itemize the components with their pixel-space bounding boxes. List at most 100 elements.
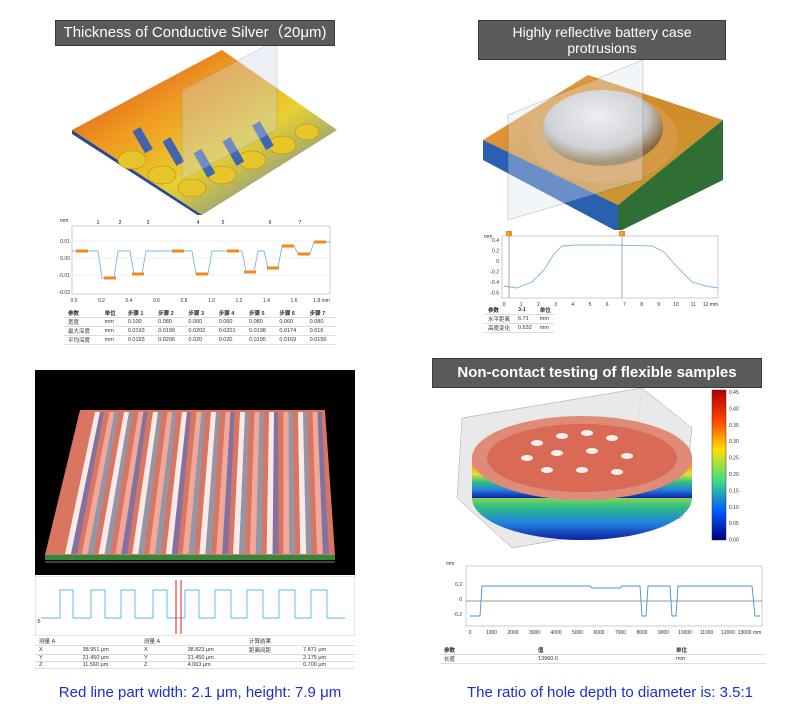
x-tick-label: 2000 <box>507 630 518 636</box>
groove-floor <box>255 412 264 554</box>
groove-wall <box>249 412 260 554</box>
colorbar-tick-label: 0.15 <box>729 488 739 494</box>
profile-marker-label: 1 <box>97 220 100 226</box>
battery-table-cell: 单位 <box>535 306 555 315</box>
groove-wall <box>98 412 129 554</box>
silver-table-row: 平均深度 mm 0.0193 0.0206 0.020 0.020 0.0195 0.0169… <box>64 335 336 345</box>
y-tick-label: 0.01 <box>60 239 70 245</box>
flexible-table-cell: 长度 <box>440 654 535 664</box>
silver-table-cell: 0.0198 <box>245 326 276 336</box>
flexible-table-cell: 单位 <box>671 646 766 655</box>
silver-table-row: 宽度 mm 0.100 0.080 0.060 0.060 0.080 0.060 0.080 <box>64 317 336 327</box>
red-line-table-cell: 测量 A <box>140 637 184 646</box>
y-tick-label: 0.00 <box>60 256 70 262</box>
profile-step-marker <box>76 249 88 253</box>
groove-wall <box>199 412 216 554</box>
red-line-table-cell: 4.063 μm <box>183 661 245 669</box>
groove-wall <box>149 412 173 554</box>
silver-table-cell: 0.060 <box>275 317 306 327</box>
red-line-table-cell: Y <box>35 654 79 662</box>
battery-case-title: Highly reflective battery case protrusio… <box>478 20 726 60</box>
x-tick-label: 8000 <box>636 630 647 636</box>
x-tick-label: 4000 <box>550 630 561 636</box>
flexible-profile-unit: mm <box>446 561 454 567</box>
red-line-table-cell: 0.700 μm <box>299 661 355 669</box>
groove-wall <box>283 412 290 554</box>
silver-table-cell: 0.080 <box>245 317 276 327</box>
silver-table-cell: 0.100 <box>123 317 155 327</box>
silver-table-cell: 0.0199 <box>154 326 185 336</box>
flexible-title: Non-contact testing of flexible samples <box>432 358 762 388</box>
conductive-silver-panel: Thickness of Conductive Silver（20μm) <box>52 10 342 215</box>
red-line-table-cell: 测量 A <box>35 637 79 646</box>
red-line-table-cell <box>245 654 300 662</box>
red-line-table-cell: X <box>140 645 184 655</box>
colorbar-tick-label: 0.10 <box>729 505 739 511</box>
colorbar-tick-label: 0.00 <box>729 538 739 544</box>
flexible-table-cell: mm <box>671 654 766 664</box>
colorbar-tick-label: 0.05 <box>729 521 739 527</box>
groove-floor <box>104 412 133 554</box>
red-line-table-cell <box>245 661 300 669</box>
x-tick-label: 12 mm <box>703 302 718 308</box>
silver-table-cell: 0.016 <box>305 326 336 336</box>
profile-step-marker <box>244 270 256 274</box>
groove-floor <box>71 412 104 554</box>
colorbar-tick-label: 0.30 <box>729 439 739 445</box>
colorbar-tick-label: 0.45 <box>729 390 739 396</box>
profile-marker-label: 7 <box>299 220 302 226</box>
x-tick-label: 0.6 <box>153 298 160 304</box>
silver-table-cell: 步骤 5 <box>245 309 276 318</box>
y-tick-label: 0 <box>459 597 462 603</box>
x-tick-label: 0.0 <box>71 298 78 304</box>
conductive-silver-table: 参数 单位 步骤 1 步骤 2 步骤 3 步骤 4 步骤 5 步骤 6 步骤 7 宽度 mm 0.10… <box>64 309 336 345</box>
red-line-table-cell: 21.450 μm <box>183 654 245 662</box>
x-tick-label: 4 <box>571 302 574 308</box>
silver-table-cell: 最大深度 <box>64 326 101 336</box>
battery-marker-right: 2 <box>621 231 624 236</box>
x-tick-label: 1.4 <box>263 298 270 304</box>
silver-table-cell: 0.0174 <box>275 326 306 336</box>
battery-table-row: 水平距离 6.71 mm <box>484 314 555 324</box>
y-tick-label: -0.02 <box>59 290 71 296</box>
groove-wall <box>165 412 187 554</box>
x-tick-label: 1000 <box>486 630 497 636</box>
silver-table-cell: 0.0193 <box>123 326 155 336</box>
red-line-table-cell: 38.951 μm <box>78 645 140 655</box>
groove-floor <box>205 412 220 554</box>
silver-table-cell: 0.0206 <box>154 335 185 345</box>
silver-table-cell: 0.080 <box>305 317 336 327</box>
red-line-table-cell: 距离间距 <box>245 645 300 655</box>
x-tick-label: 8 <box>640 302 643 308</box>
battery-case-table: 参数 3-1 单位 水平距离 6.71 mm 高度变化 0.632 mm <box>484 306 555 333</box>
red-line-table-cell: 计算结果 <box>245 637 300 646</box>
x-tick-label: 0 <box>469 630 472 636</box>
groove-floor <box>87 412 119 554</box>
groove-wall <box>266 412 274 554</box>
battery-table-cell: 高度变化 <box>484 323 515 333</box>
profile-marker-label: 5 <box>222 220 225 226</box>
y-tick-label: -0.4 <box>490 280 499 286</box>
silver-table-cell: 单位 <box>100 309 124 318</box>
silver-table-cell: 0.060 <box>184 317 215 327</box>
silver-table-cell: 步骤 1 <box>123 309 155 318</box>
groove-floor <box>317 412 329 554</box>
red-line-table-row: Z 11.560 μm Z 4.063 μm 0.700 μm <box>35 661 355 669</box>
silver-table-cell: mm <box>100 317 124 327</box>
silver-table-cell: mm <box>100 335 124 345</box>
x-tick-label: 7 <box>623 302 626 308</box>
groove-wall <box>65 412 100 554</box>
groove-floor <box>303 412 313 554</box>
flexible-panel: 0.45 0.40 0.35 0.30 0.25 0.20 0.15 0.10 0.05 0.00… <box>432 358 777 553</box>
red-line-table-cell: 11.560 μm <box>78 661 140 669</box>
x-tick-label: 12000 <box>721 630 735 636</box>
x-tick-label: 10 <box>673 302 679 308</box>
x-tick-label: 1.8 mm <box>313 298 330 304</box>
x-tick-label: 13000 mm <box>738 630 762 636</box>
red-line-table-row: Y 21.450 μm Y 21.450 μm 2.175 μm <box>35 654 355 662</box>
red-line-table-cell: Z <box>35 661 79 669</box>
y-tick-label: 0.2 <box>492 249 499 255</box>
silver-table-cell: 宽度 <box>64 317 101 327</box>
groove-floor <box>171 412 191 554</box>
x-tick-label: 6 <box>606 302 609 308</box>
